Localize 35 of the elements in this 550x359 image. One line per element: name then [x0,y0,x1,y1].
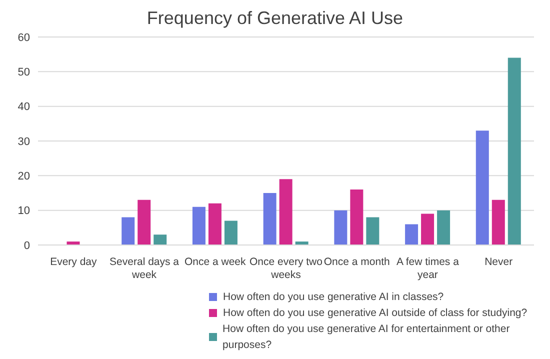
x-tick-label: Once a month [324,256,390,268]
x-tick-label: Once every two weeks [250,256,323,281]
y-tick-label: 60 [18,32,30,44]
x-tick-label: Never [484,256,514,268]
bar [154,234,167,245]
bar [334,210,348,245]
bar [350,190,364,245]
bar [421,214,434,245]
bar [279,179,292,245]
y-tick-label: 0 [24,240,30,252]
y-tick-label: 30 [18,136,30,148]
y-tick-label: 50 [18,66,30,79]
bar [138,200,151,245]
legend-label: How often do you use generative AI for entertainment or other purposes? [222,322,511,353]
bar [437,210,450,245]
bar [366,217,380,245]
y-tick-label: 20 [18,170,30,183]
bar [492,200,505,245]
x-tick-label: Once a week [184,256,247,268]
bar [224,220,238,245]
legend-label: How often do you use generative AI outside of class for studying? [222,306,528,321]
legend-label: How often do you use generative AI in classes? [222,290,444,305]
x-tick-label: Every day [50,256,98,268]
chart-title: Frequency of Generative AI Use [146,8,404,29]
bar [208,203,222,245]
bar [476,130,489,245]
bar [192,206,206,245]
bar [122,217,135,245]
x-tick-label: Several days a week [110,256,180,281]
bar [405,224,418,245]
y-tick-label: 10 [18,205,30,218]
bar [508,58,521,245]
bar [263,193,276,245]
y-tick-label: 40 [18,101,30,114]
x-tick-label: A few times a year [396,256,460,281]
